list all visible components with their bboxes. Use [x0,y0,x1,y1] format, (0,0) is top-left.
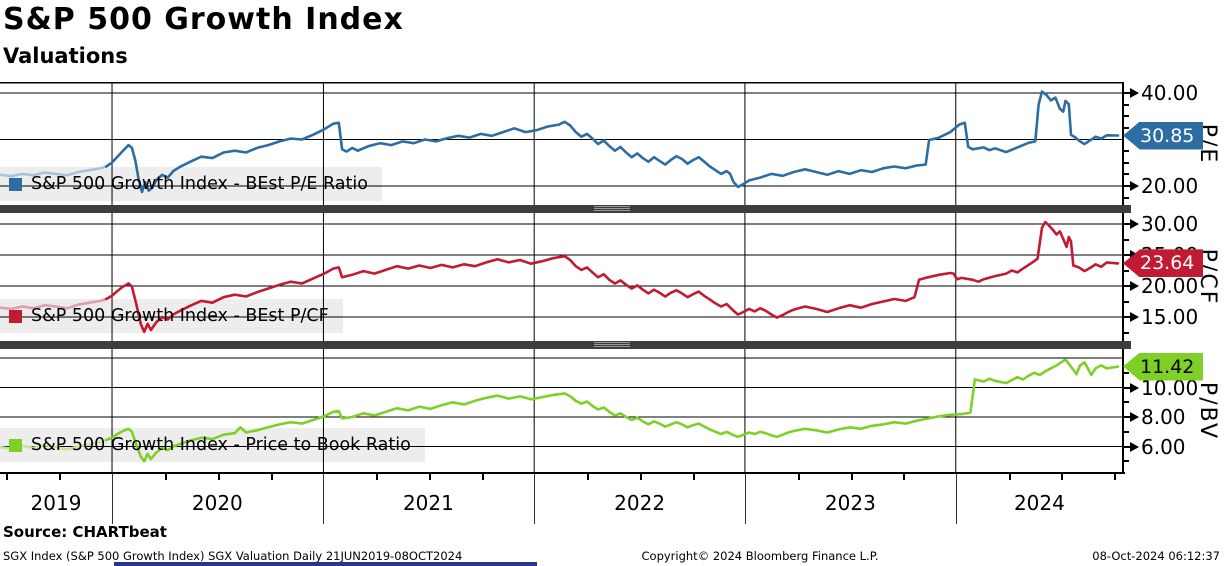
quarter-tick [903,474,906,480]
quarter-tick [1061,474,1064,480]
quarter-tick [270,474,273,480]
year-separator [534,474,536,524]
source-text: Source: CHARTbeat [3,523,167,541]
year-label: 2020 [191,491,243,515]
page-subtitle: Valuations [3,44,128,68]
quarter-tick [850,474,853,480]
footer-series-info: SGX Index (S&P 500 Growth Index) SGX Val… [3,549,463,563]
quarter-tick [797,474,800,480]
year-label: 2022 [614,491,666,515]
quarter-tick [59,474,62,480]
legend-pe[interactable]: S&P 500 Growth Index - BEst P/E Ratio [0,167,382,201]
legend-label: S&P 500 Growth Index - BEst P/CF [31,306,329,326]
footer-copyright: Copyright© 2024 Bloomberg Finance L.P. [641,549,879,563]
pcf-line [104,220,1120,334]
panel-pcf[interactable]: S&P 500 Growth Index - BEst P/CF [0,213,1123,341]
year-label: 2021 [402,491,454,515]
panel-divider[interactable] [0,341,1131,349]
quarter-tick [1114,474,1117,480]
pcf-line-early [0,297,108,311]
quarter-tick [217,474,220,480]
x-axis-line [0,472,1125,474]
quarter-tick [376,474,379,480]
year-label: 2023 [824,491,876,515]
quarter-tick [1008,474,1011,480]
year-separator [744,474,746,524]
footer-info-line: SGX Index (S&P 500 Growth Index) SGX Val… [0,549,1224,563]
footer-datetime: 08-Oct-2024 06:12:37 [1092,549,1220,563]
quarter-tick [587,474,590,480]
year-separator [955,474,957,524]
legend-background [0,428,425,462]
pbv-plot-area [0,349,1123,473]
year-separator [323,474,325,524]
panel-pe[interactable]: S&P 500 Growth Index - BEst P/E Ratio [0,82,1123,205]
taskbar-edge [114,562,537,566]
legend-square-icon [9,309,22,323]
year-label: 2019 [30,491,82,515]
pbv-line [104,358,1120,463]
panel-divider[interactable] [0,205,1131,213]
legend-label: S&P 500 Growth Index - BEst P/E Ratio [31,174,368,194]
pcf-plot-area [0,213,1123,341]
quarter-tick [481,474,484,480]
pe-plot-area [0,82,1123,205]
legend-pbv[interactable]: S&P 500 Growth Index - Price to Book Rat… [0,428,425,462]
divider-grip-icon[interactable] [594,206,630,211]
legend-square-icon [9,438,22,452]
panel-pbv[interactable]: S&P 500 Growth Index - Price to Book Rat… [0,349,1123,473]
quarter-tick [692,474,695,480]
year-label: 2024 [1013,491,1065,515]
year-separator [112,474,114,524]
pe-line-early [0,165,108,178]
legend-background [0,167,382,201]
pe-line [104,90,1120,194]
quarter-tick [429,474,432,480]
quarter-tick [164,474,167,480]
divider-grip-icon[interactable] [594,342,630,347]
page-title: S&P 500 Growth Index [3,2,404,37]
quarter-tick [639,474,642,480]
quarter-tick [6,474,9,480]
legend-label: S&P 500 Growth Index - Price to Book Rat… [31,435,411,455]
legend-square-icon [9,177,22,191]
legend-pcf[interactable]: S&P 500 Growth Index - BEst P/CF [0,299,343,333]
